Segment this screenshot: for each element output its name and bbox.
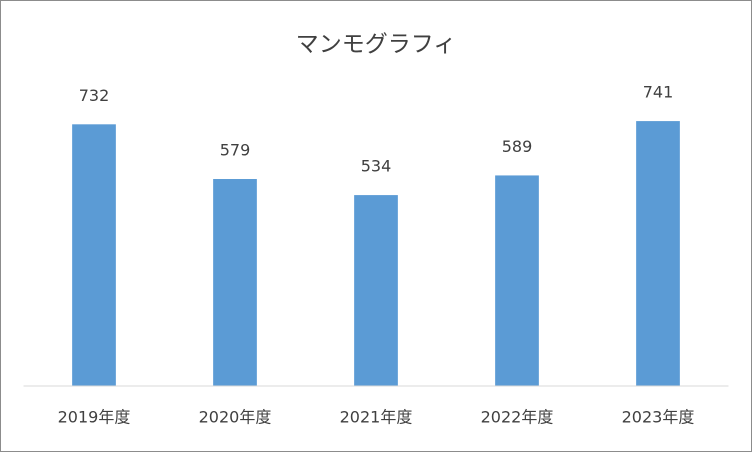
x-tick-label: 2021年度: [340, 408, 413, 427]
chart-title: マンモグラフィ: [296, 32, 457, 58]
data-label: 534: [361, 157, 392, 176]
x-tick-label: 2019年度: [58, 408, 131, 427]
bar: [636, 121, 680, 386]
x-tick-label: 2020年度: [199, 408, 272, 427]
x-tick-label: 2022年度: [481, 408, 554, 427]
data-label: 741: [643, 83, 674, 102]
data-label: 579: [220, 141, 251, 160]
data-label: 589: [502, 137, 533, 156]
bar: [495, 175, 539, 386]
data-label: 732: [79, 86, 110, 105]
bar: [72, 124, 116, 386]
bar: [354, 195, 398, 386]
bar: [213, 179, 257, 386]
x-tick-label: 2023年度: [622, 408, 695, 427]
